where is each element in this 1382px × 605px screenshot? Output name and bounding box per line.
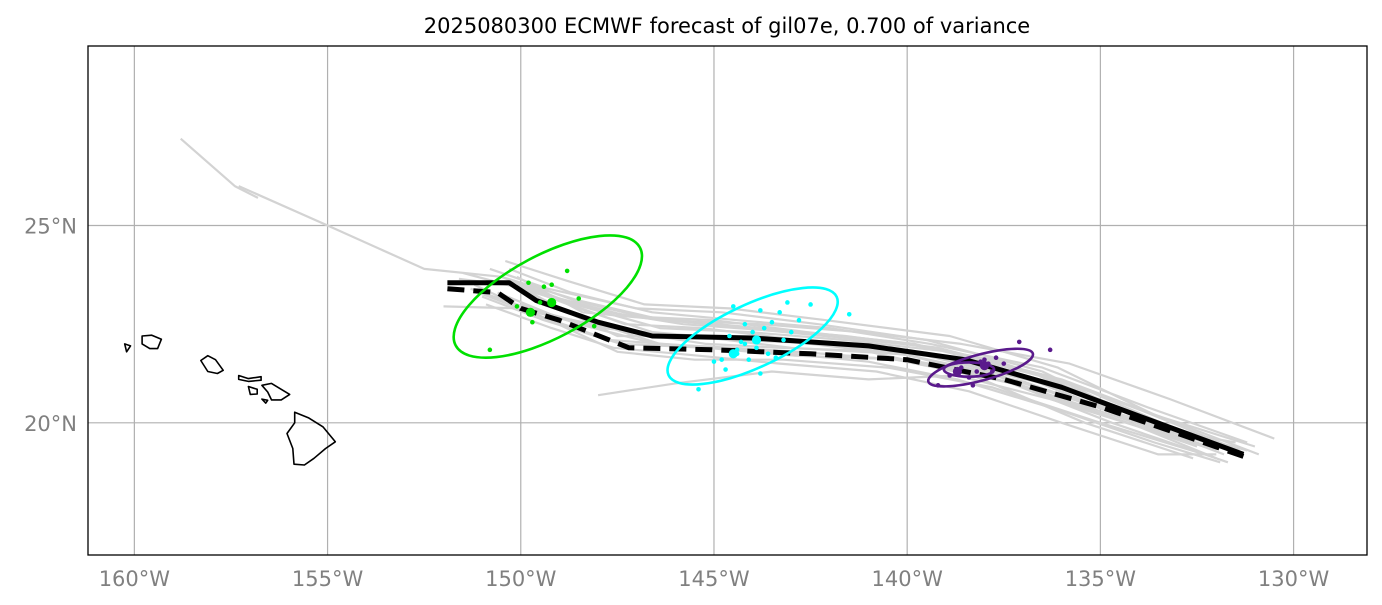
member-point-day3 [1001, 361, 1007, 366]
ensemble-track [508, 267, 1248, 444]
map-frame [87, 45, 1368, 556]
lon-tick-label: 155°W [292, 567, 364, 591]
member-point-day3 [947, 373, 952, 378]
lon-tick-label: 135°W [1065, 567, 1137, 591]
member-point-day2 [742, 321, 748, 327]
member-point-day3 [974, 369, 980, 374]
ellipse-day3 [926, 347, 1035, 388]
member-point-day2 [761, 325, 767, 331]
hawaiian-islands [123, 334, 337, 466]
mean-point-day2 [728, 349, 738, 359]
member-point-day3 [966, 375, 972, 380]
member-point-day1 [526, 280, 531, 286]
ensemble-tracks [179, 137, 1275, 464]
lon-tick-label: 130°W [1258, 567, 1330, 591]
island-niihau [123, 343, 132, 353]
island-maui [261, 382, 291, 401]
member-point-day3 [935, 383, 941, 388]
member-point-day1 [537, 300, 543, 305]
ensemble-track [516, 275, 1275, 440]
member-point-day2 [808, 302, 813, 307]
ellipse-day1 [452, 234, 644, 359]
ensemble-track [179, 137, 259, 199]
lat-tick-label: 20°N [24, 412, 77, 436]
island-molokai [237, 374, 262, 383]
member-point-day2 [723, 367, 728, 372]
lon-tick-label: 145°W [678, 567, 750, 591]
member-point-day3 [989, 369, 995, 374]
island-kauai [141, 334, 163, 350]
member-point-day2 [796, 317, 802, 323]
member-point-day3 [982, 357, 987, 362]
member-point-day2 [750, 329, 755, 335]
member-point-day2 [746, 357, 752, 362]
member-point-day2 [696, 386, 701, 392]
member-point-day1 [564, 268, 570, 274]
member-point-day2 [769, 319, 775, 325]
figure-title: 2025080300 ECMWF forecast of gil07e, 0.7… [424, 14, 1030, 38]
member-point-day2 [719, 357, 725, 362]
island-oahu [200, 354, 224, 375]
island-lanai [247, 385, 259, 396]
lon-tick-label: 160°W [99, 567, 171, 591]
graticule [88, 46, 1367, 555]
member-point-day2 [777, 310, 782, 315]
lat-tick-label: 25°N [24, 215, 77, 239]
member-point-day3 [993, 355, 999, 361]
island-kahoolawe [261, 398, 269, 404]
member-positions [487, 268, 1053, 392]
member-point-day1 [487, 347, 493, 353]
member-point-day2 [765, 351, 771, 357]
member-point-day3 [1016, 339, 1022, 345]
member-point-day2 [727, 333, 732, 339]
lon-tick-label: 150°W [485, 567, 557, 591]
mean-point-day3 [952, 366, 963, 377]
member-point-day2 [742, 341, 748, 347]
ensemble-track [504, 259, 1256, 448]
ensemble-mean-track [447, 286, 1245, 459]
member-point-day2 [711, 359, 717, 364]
member-point-day2 [846, 312, 852, 317]
member-point-day3 [1047, 347, 1053, 353]
member-point-day1 [530, 319, 535, 325]
member-point-day1 [549, 282, 554, 288]
ensemble-track [520, 303, 1209, 448]
ensemble-track [597, 370, 1217, 460]
member-point-day2 [758, 371, 763, 376]
ellipse-day2 [666, 286, 840, 386]
member-point-day1 [541, 284, 547, 289]
member-point-day2 [773, 355, 779, 361]
lon-tick-label: 140°W [871, 567, 943, 591]
member-point-day2 [738, 339, 744, 345]
island-hawaii [286, 411, 337, 466]
member-point-day1 [576, 296, 582, 301]
member-point-day2 [788, 329, 794, 335]
member-point-day1 [514, 304, 520, 309]
member-point-day2 [785, 300, 790, 305]
ensemble-track [485, 303, 1217, 456]
deterministic-point-day1 [547, 297, 557, 308]
mean-point-day1 [525, 307, 536, 317]
member-point-day2 [781, 337, 786, 343]
deterministic-point-day3 [979, 361, 990, 371]
ensemble-track [458, 277, 1229, 464]
member-point-day3 [970, 383, 976, 388]
tick-labels: 160°W 155°W 150°W 145°W 140°W 135°W 130°W 20°N 2… [24, 215, 1329, 591]
member-point-day2 [730, 304, 736, 309]
member-point-day2 [754, 345, 759, 351]
deterministic-point-day2 [751, 335, 762, 345]
member-point-day1 [591, 323, 597, 329]
member-point-day2 [758, 308, 763, 313]
